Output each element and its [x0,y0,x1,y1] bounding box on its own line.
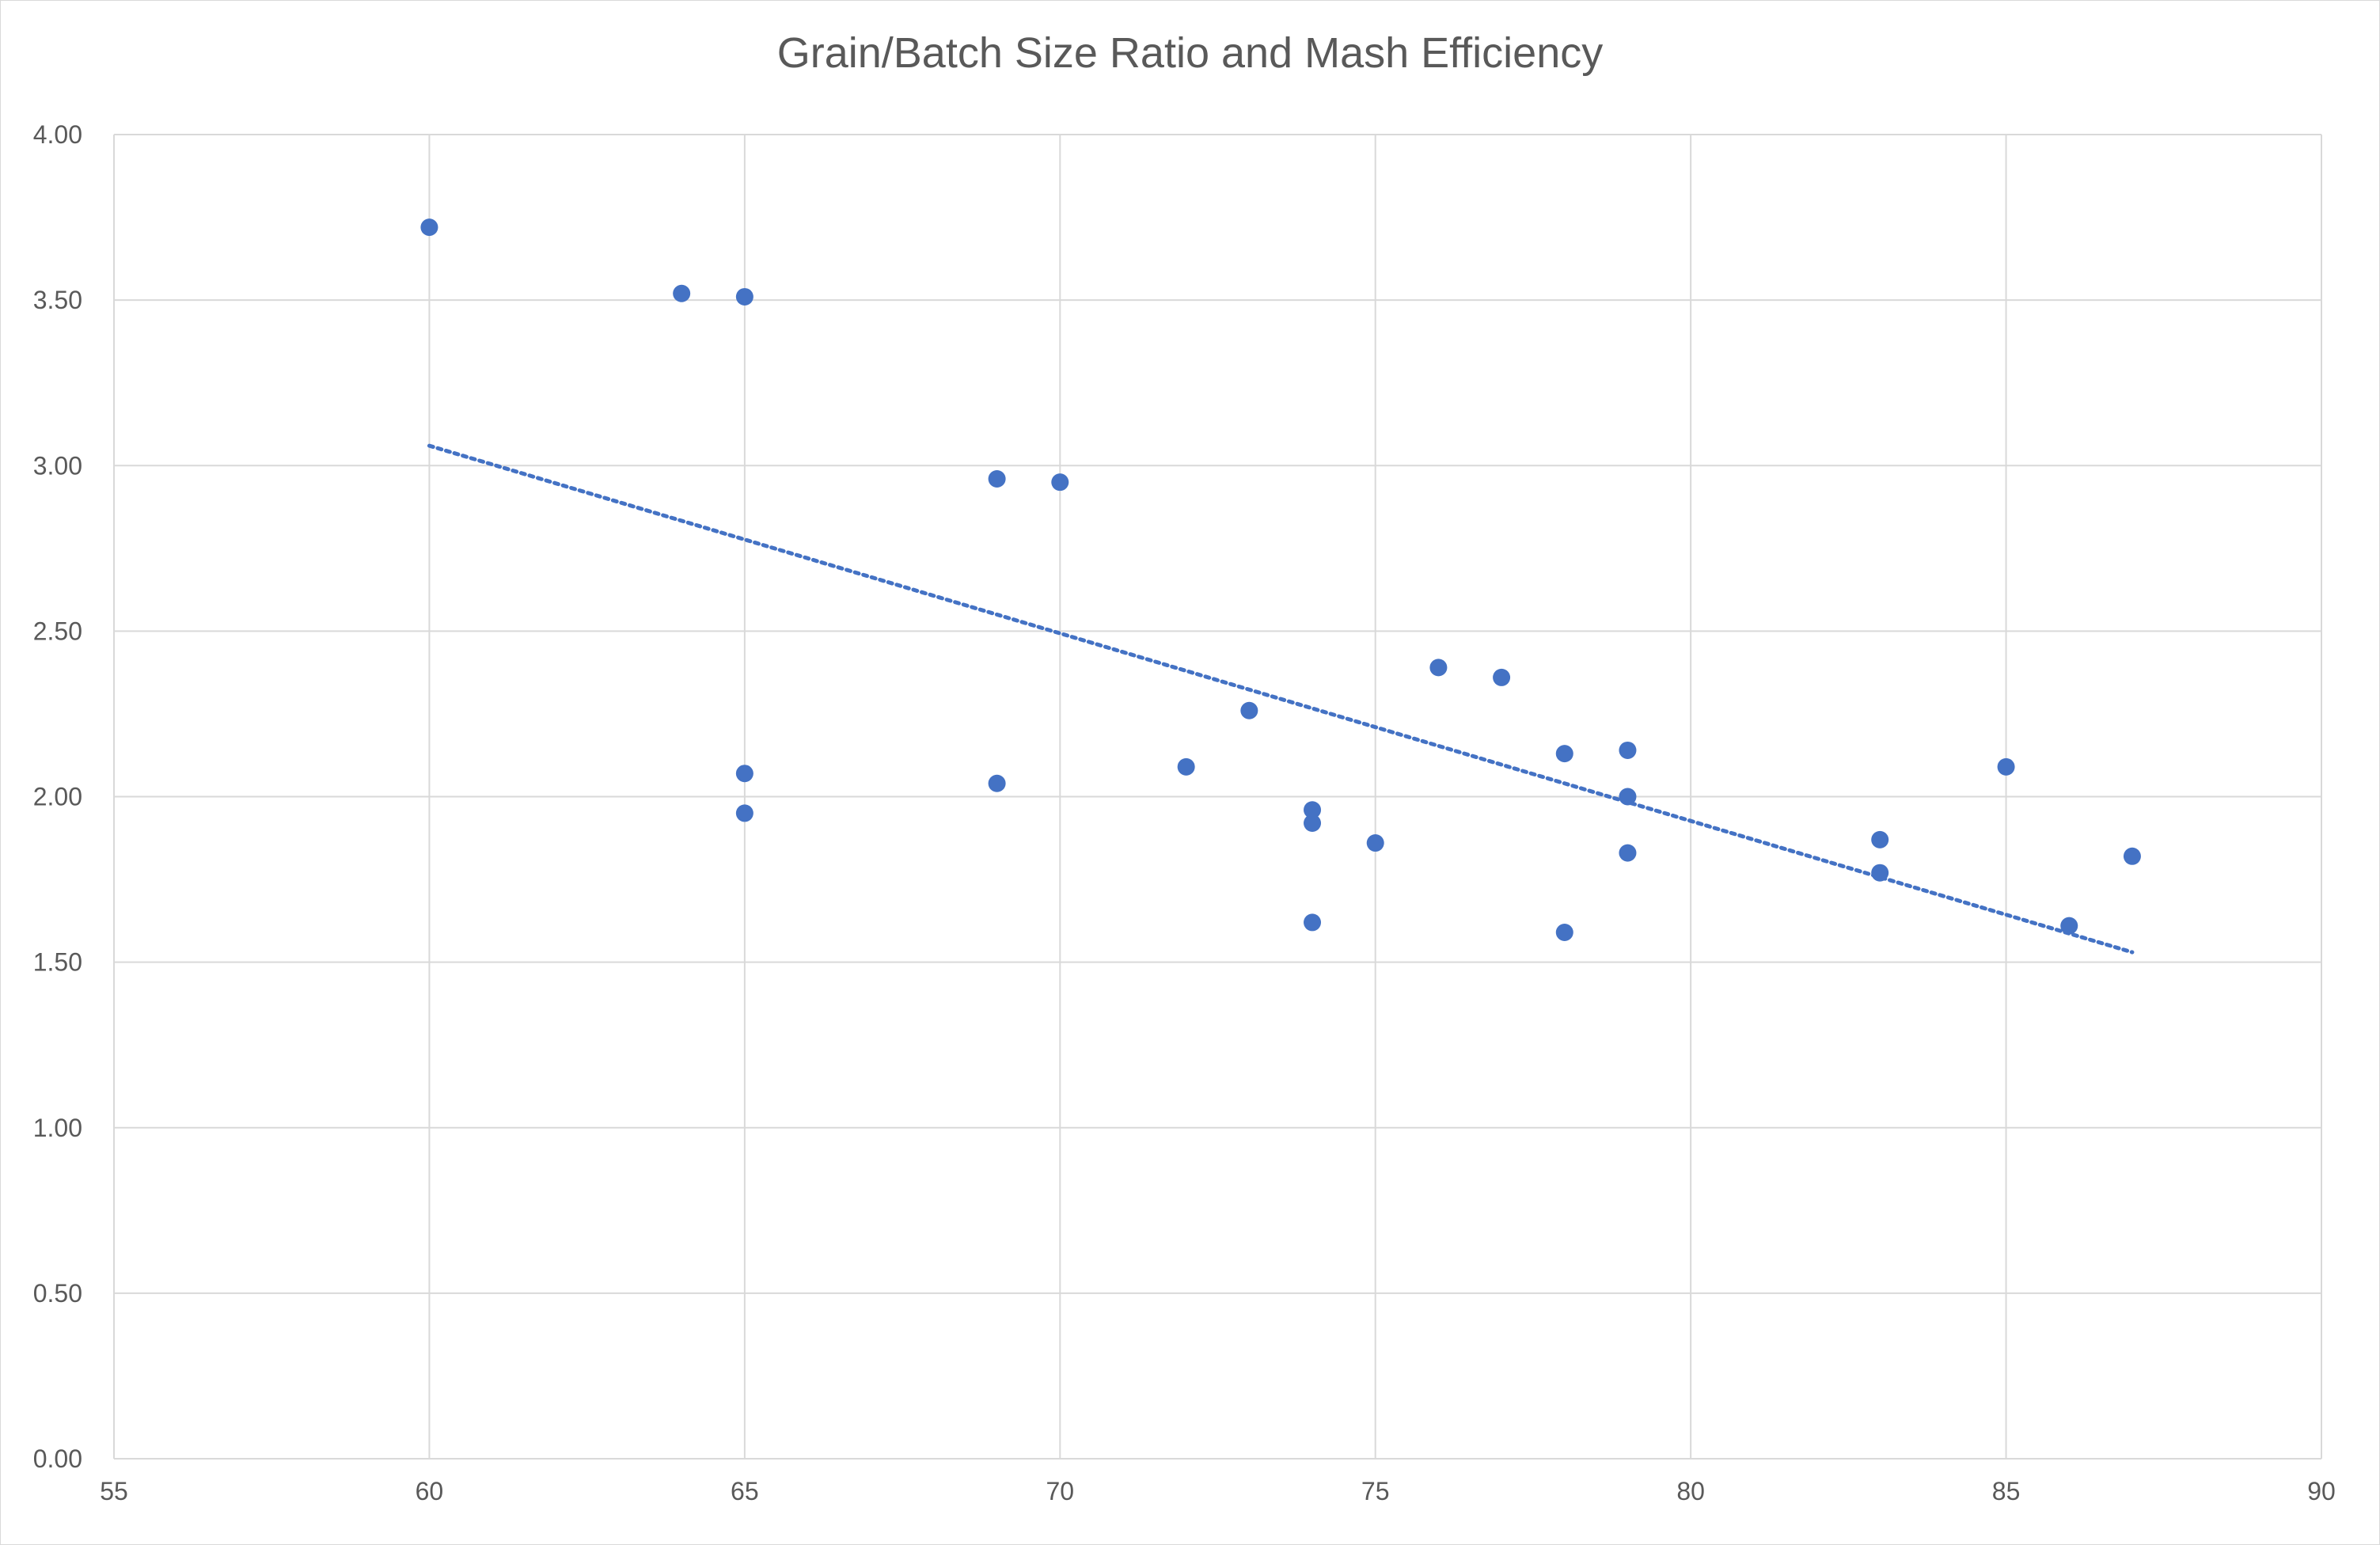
data-point [420,218,438,237]
data-point [988,469,1006,488]
data-point [1997,757,2015,776]
data-point [1177,757,1195,776]
y-tick-label: 0.50 [33,1279,82,1308]
data-point [735,287,753,306]
x-tick-label: 60 [416,1477,444,1505]
data-point [1429,659,1448,677]
x-tick-label: 70 [1046,1477,1074,1505]
data-point [1304,814,1322,832]
y-tick-label: 1.00 [33,1114,82,1142]
data-point [1240,701,1258,719]
y-tick-label: 1.50 [33,948,82,977]
x-tick-label: 80 [1676,1477,1705,1505]
x-tick-label: 85 [1992,1477,2021,1505]
data-point [1619,788,1637,806]
data-point [673,284,691,302]
data-point [735,765,753,783]
x-tick-label: 55 [100,1477,128,1505]
data-point [1871,864,1889,882]
y-tick-label: 3.00 [33,451,82,480]
data-point [1871,830,1889,848]
trendline-layer [427,443,2135,955]
y-tick-label: 3.50 [33,286,82,314]
data-point [1555,745,1573,763]
x-tick-label: 75 [1361,1477,1390,1505]
data-point [1304,913,1322,932]
data-point [1619,844,1637,862]
x-tick-label: 90 [2307,1477,2336,1505]
data-point [1493,668,1511,686]
gridlines [113,134,2322,1460]
data-point [2123,847,2141,865]
data-point [1555,923,1573,941]
axes [113,135,2321,1460]
y-tick-label: 2.50 [33,617,82,645]
trendline [427,443,2135,955]
y-tick-label: 0.00 [33,1444,82,1473]
chart-title: Grain/Batch Size Ratio and Mash Efficien… [776,29,1604,77]
data-point [1051,473,1069,492]
data-point [1304,801,1322,819]
tick-labels: 55 60 65 70 75 80 85 90 0.00 0.50 1.00 1.50 2.00 2.50… [33,120,2336,1505]
data-point [1619,741,1637,759]
data-point [2060,917,2078,935]
y-tick-label: 4.00 [33,120,82,149]
x-tick-label: 65 [731,1477,759,1505]
data-point [988,774,1006,792]
y-tick-label: 2.00 [33,783,82,811]
data-points [420,218,2141,941]
data-point [1366,834,1384,852]
data-point [735,804,753,822]
